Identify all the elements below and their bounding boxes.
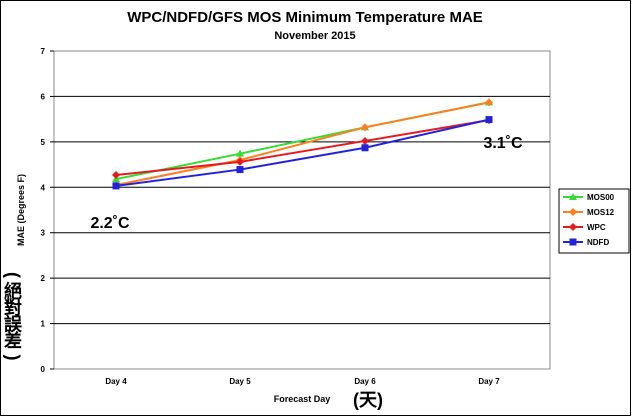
- plot-area: [53, 50, 551, 370]
- annotations: 2.2˚C 3.1˚C: [90, 135, 523, 232]
- x-tick-label: Day 4: [105, 377, 127, 386]
- legend-label: WPC: [587, 223, 606, 232]
- legend-label: MOS12: [587, 208, 615, 217]
- series-line: [115, 119, 490, 177]
- legend-marker: [569, 238, 577, 246]
- chart-subtitle: November 2015: [274, 30, 355, 42]
- legend-marker: [569, 223, 577, 231]
- series-line: [115, 118, 490, 187]
- legend-item-mos12: MOS12: [563, 208, 615, 217]
- y-tick-label: 7: [41, 47, 46, 56]
- legend-item-ndfd: NDFD: [563, 238, 609, 247]
- y-axis-label-cjk-char: ): [3, 355, 23, 361]
- series-layer: [112, 98, 493, 190]
- y-axis-label-cjk-char: 絕: [4, 281, 22, 302]
- legend: MOS00 MOS12 WPC NDFD: [563, 193, 615, 247]
- y-axis-label-cjk-char: 對: [4, 297, 22, 318]
- y-tick-label: 1: [41, 320, 46, 329]
- data-point: [485, 116, 493, 124]
- y-tick-labels: 0 1 2 3 4 5 6 7: [41, 47, 46, 374]
- annotation-label: 2.2˚C: [90, 215, 130, 232]
- y-axis-label: MAE (Degrees F): [16, 174, 26, 246]
- legend-item-mos00: MOS00: [563, 193, 615, 202]
- y-tick-label: 0: [41, 365, 46, 374]
- y-axis-label-cjk-char: 誤: [4, 314, 23, 335]
- data-point: [361, 144, 369, 152]
- x-tick-label: Day 7: [478, 377, 500, 386]
- series-ndfd: [112, 116, 493, 190]
- y-tick-label: 5: [41, 138, 46, 147]
- legend-marker: [569, 208, 577, 216]
- legend-label: NDFD: [587, 238, 609, 247]
- x-axis-label-cjk: (天): [353, 390, 383, 410]
- y-tick-label: 6: [41, 92, 46, 101]
- y-tick-label: 2: [41, 274, 46, 283]
- legend-item-wpc: WPC: [563, 223, 606, 232]
- data-point: [236, 149, 244, 157]
- series-line: [115, 101, 490, 186]
- x-tick-label: Day 6: [354, 377, 376, 386]
- legend-marker: [569, 193, 577, 200]
- y-tick-label: 4: [41, 183, 46, 192]
- y-axis-label-cjk-char: (: [3, 272, 23, 278]
- chart-title: WPC/NDFD/GFS MOS Minimum Temperature MAE: [127, 9, 483, 26]
- data-point: [361, 123, 369, 132]
- annotation-label: 3.1˚C: [483, 135, 523, 152]
- data-point: [236, 157, 244, 166]
- data-point: [485, 98, 493, 107]
- y-tick-label: 3: [41, 229, 46, 238]
- data-point: [112, 182, 120, 190]
- data-point: [112, 171, 120, 180]
- data-point: [361, 136, 369, 145]
- x-axis-label: Forecast Day: [274, 394, 331, 404]
- x-tick-labels: Day 4 Day 5 Day 6 Day 7: [105, 377, 500, 386]
- legend-label: MOS00: [587, 193, 615, 202]
- gridlines: [50, 50, 550, 370]
- x-tick-label: Day 5: [229, 377, 251, 386]
- data-point: [236, 166, 244, 174]
- y-axis-label-cjk-char: 差: [4, 330, 22, 351]
